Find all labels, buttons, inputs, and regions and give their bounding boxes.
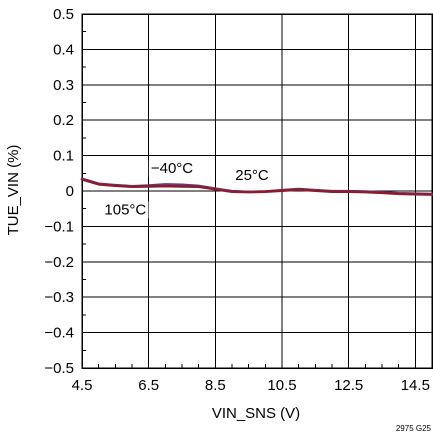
series-line (80, 178, 433, 196)
y-tick-label: 0.1 (53, 148, 74, 165)
y-tick-label: −0.2 (44, 254, 74, 271)
y-tick-label: 0 (66, 183, 74, 200)
y-tick-label: −0.4 (44, 325, 74, 342)
y-tick-label: −0.3 (44, 289, 74, 306)
x-axis-title: VIN_SNS (V) (212, 405, 300, 422)
x-tick-label: 8.5 (205, 377, 226, 394)
x-tick-label: 14.5 (401, 377, 430, 394)
annotation-layer: −40°C 25°C 105°C (102, 159, 271, 219)
series-annotation: 105°C (104, 201, 146, 218)
annotation-background (148, 159, 196, 177)
x-tick-label: 6.5 (138, 377, 159, 394)
series-annotation: −40°C (151, 160, 193, 177)
y-tick-label: −0.5 (44, 360, 74, 377)
y-tick-label: 0.4 (53, 41, 74, 58)
annotation-background (233, 167, 271, 185)
annotation-background (102, 201, 149, 219)
y-tick-label: −0.1 (44, 218, 74, 235)
axis-layer: 0.5 0.4 0.3 0.2 0.1 0 −0.1 −0.2 −0.3 −0.4 −0.54.5 6… (44, 6, 433, 394)
y-tick-label: 0.2 (53, 112, 74, 129)
x-tick-label: 12.5 (334, 377, 363, 394)
y-tick-label: 0.5 (53, 6, 74, 23)
plot-frame (81, 13, 433, 369)
series-annotation: 25°C (235, 167, 269, 184)
x-tick-label: 4.5 (72, 377, 93, 394)
y-tick-label: 0.3 (53, 77, 74, 94)
y-axis-title: TUE_VIN (%) (5, 145, 22, 236)
figure-code: 2975 G25 (396, 424, 432, 433)
series-layer (80, 177, 433, 196)
x-tick-label: 10.5 (267, 377, 296, 394)
